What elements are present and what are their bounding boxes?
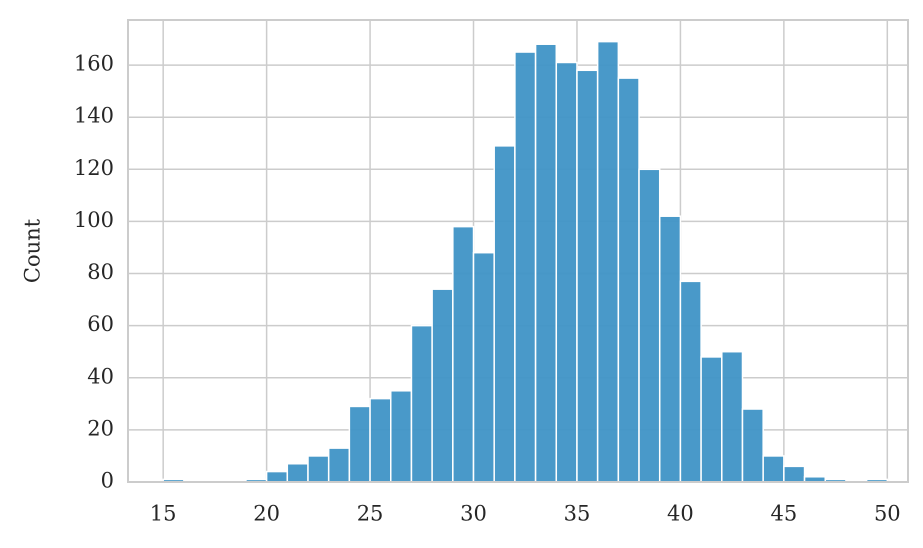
bar (431, 288, 454, 483)
bar (327, 447, 351, 483)
bar (286, 463, 309, 483)
bar (348, 405, 371, 483)
x-tick-label: 20 (253, 502, 280, 526)
bar (658, 215, 682, 483)
y-axis-label: Count (21, 218, 45, 283)
x-tick-label: 15 (150, 502, 177, 526)
x-tick-label: 40 (667, 502, 694, 526)
bar (783, 465, 806, 483)
bar (638, 168, 661, 483)
y-tick-label: 40 (87, 364, 114, 388)
y-tick-label: 100 (74, 208, 114, 232)
plot-frame (127, 19, 909, 483)
y-tick-label: 140 (74, 104, 114, 128)
x-tick-label: 50 (874, 502, 901, 526)
bar (265, 470, 289, 483)
y-tick-label: 60 (87, 312, 114, 336)
bar (493, 145, 516, 483)
bar (576, 69, 599, 483)
bar (679, 280, 702, 483)
bar (534, 43, 558, 483)
bar (307, 455, 330, 483)
bar (741, 408, 764, 483)
x-tick-label: 25 (357, 502, 384, 526)
bar (369, 397, 392, 483)
bar (596, 40, 620, 483)
bar (390, 390, 413, 483)
bar (452, 225, 475, 483)
bar (555, 61, 578, 483)
bar (410, 324, 433, 483)
x-tick-label: 30 (460, 502, 487, 526)
x-tick-label: 45 (770, 502, 797, 526)
y-tick-label: 20 (87, 416, 114, 440)
y-tick-label: 80 (87, 260, 114, 284)
y-tick-label: 160 (74, 52, 114, 76)
y-tick-label: 0 (101, 469, 114, 493)
bar (700, 356, 723, 483)
bar (617, 77, 640, 483)
bar (721, 350, 744, 483)
y-tick-label: 120 (74, 156, 114, 180)
x-tick-label: 35 (564, 502, 591, 526)
bar (472, 251, 495, 483)
bar (514, 51, 537, 483)
bar (762, 455, 785, 483)
